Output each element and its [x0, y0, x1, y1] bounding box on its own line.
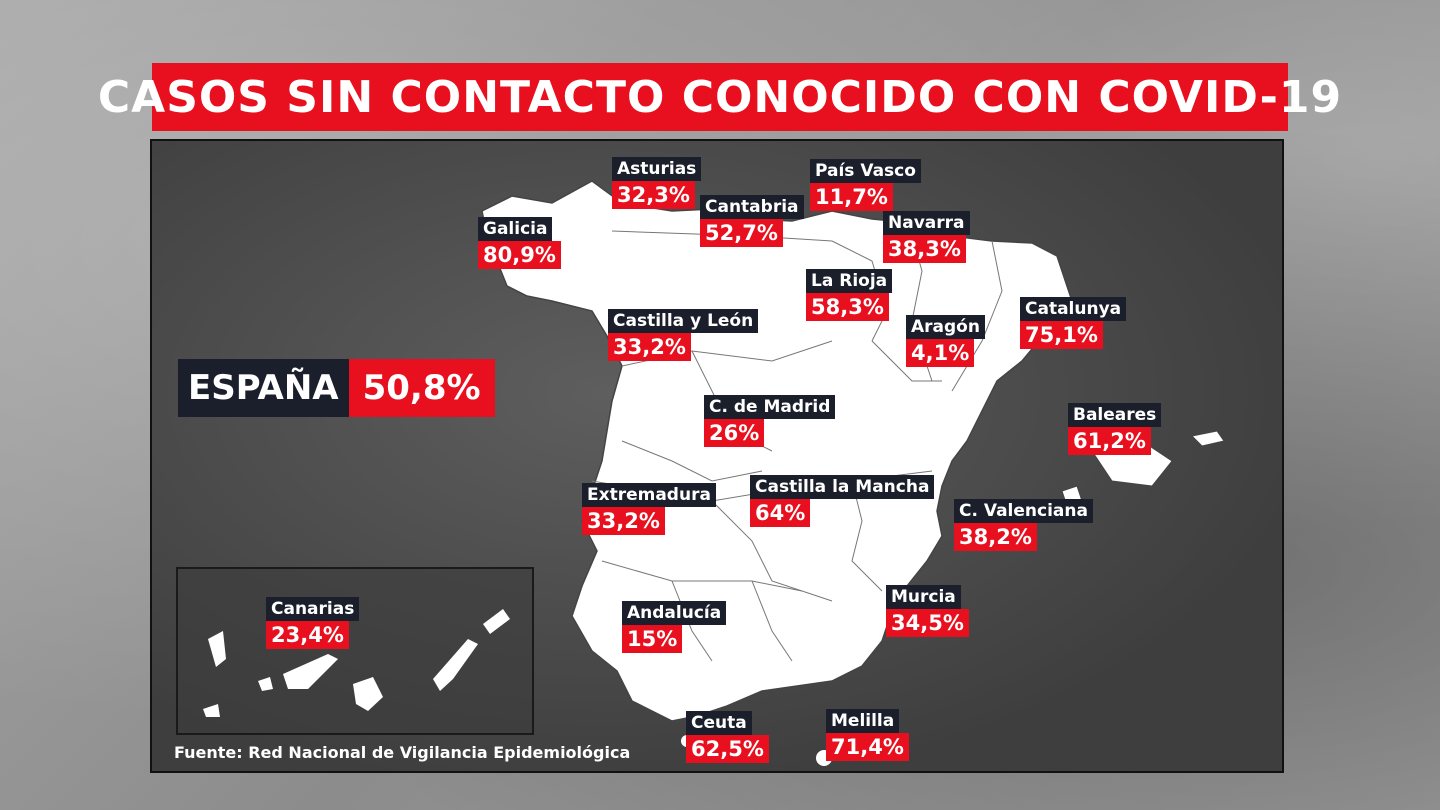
region-name: Andalucía [622, 601, 727, 625]
region-name: Castilla y León [608, 309, 759, 333]
canarias-map [203, 609, 510, 717]
region-value: 80,9% [478, 241, 561, 269]
label-ceuta: Ceuta 62,5% [686, 711, 769, 763]
label-aragon: Aragón 4,1% [906, 315, 985, 367]
lanzarote-shape [483, 609, 510, 634]
region-name: Navarra [883, 211, 970, 235]
region-value: 33,2% [608, 333, 691, 361]
region-value: 61,2% [1068, 427, 1151, 455]
region-name: Canarias [266, 597, 360, 621]
region-name: C. Valenciana [954, 499, 1093, 523]
region-value: 75,1% [1020, 321, 1103, 349]
la-palma-shape [208, 631, 226, 667]
region-value: 4,1% [906, 339, 975, 367]
region-name: País Vasco [810, 159, 921, 183]
region-value: 15% [622, 625, 683, 653]
region-name: Baleares [1068, 403, 1162, 427]
label-baleares: Baleares 61,2% [1068, 403, 1162, 455]
label-pais-vasco: País Vasco 11,7% [810, 159, 921, 211]
label-melilla: Melilla 71,4% [826, 709, 909, 761]
region-name: La Rioja [806, 269, 893, 293]
gran-canaria-shape [353, 677, 383, 711]
region-name: Extremadura [582, 483, 716, 507]
label-castilla-y-leon: Castilla y León 33,2% [608, 309, 759, 361]
region-value: 33,2% [582, 507, 665, 535]
fuerteventura-shape [433, 639, 478, 691]
canarias-inset [176, 567, 534, 735]
la-gomera-shape [258, 677, 273, 691]
region-value: 38,3% [883, 235, 966, 263]
page-title: CASOS SIN CONTACTO CONOCIDO CON COVID-19 [98, 63, 1341, 131]
label-extremadura: Extremadura 33,2% [582, 483, 716, 535]
label-la-rioja: La Rioja 58,3% [806, 269, 893, 321]
label-c-valenciana: C. Valenciana 38,2% [954, 499, 1093, 551]
label-catalunya: Catalunya 75,1% [1020, 297, 1127, 349]
spain-total-badge: ESPAÑA 50,8% [178, 359, 495, 417]
region-name: Aragón [906, 315, 985, 339]
region-value: 23,4% [266, 621, 349, 649]
region-value: 62,5% [686, 735, 769, 763]
label-canarias: Canarias 23,4% [266, 597, 360, 649]
spain-total-name: ESPAÑA [178, 359, 349, 417]
label-galicia: Galicia 80,9% [478, 217, 561, 269]
el-hierro-shape [203, 704, 220, 717]
map-panel: ESPAÑA 50,8% Asturias 32,3% País Vasco 1… [150, 139, 1284, 773]
peninsula-shape [481, 180, 1073, 722]
label-navarra: Navarra 38,3% [883, 211, 970, 263]
label-c-de-madrid: C. de Madrid 26% [704, 395, 836, 447]
region-name: Ceuta [686, 711, 752, 735]
region-value: 64% [750, 499, 811, 527]
region-value: 52,7% [700, 219, 783, 247]
region-name: Cantabria [700, 195, 804, 219]
region-value: 26% [704, 419, 765, 447]
region-name: Melilla [826, 709, 900, 733]
region-name: Galicia [478, 217, 553, 241]
spain-total-value: 50,8% [348, 359, 495, 417]
label-castilla-la-mancha: Castilla la Mancha 64% [750, 475, 935, 527]
source-note: Fuente: Red Nacional de Vigilancia Epide… [174, 743, 631, 762]
label-murcia: Murcia 34,5% [886, 585, 969, 637]
region-name: Castilla la Mancha [750, 475, 935, 499]
region-value: 11,7% [810, 183, 893, 211]
region-value: 32,3% [612, 181, 695, 209]
tenerife-shape [283, 654, 338, 689]
menorca-shape [1190, 430, 1225, 447]
region-name: C. de Madrid [704, 395, 836, 419]
region-name: Murcia [886, 585, 961, 609]
region-value: 34,5% [886, 609, 969, 637]
label-andalucia: Andalucía 15% [622, 601, 727, 653]
region-value: 38,2% [954, 523, 1037, 551]
region-value: 58,3% [806, 293, 889, 321]
region-name: Asturias [612, 157, 702, 181]
label-asturias: Asturias 32,3% [612, 157, 702, 209]
region-value: 71,4% [826, 733, 909, 761]
label-cantabria: Cantabria 52,7% [700, 195, 804, 247]
region-name: Catalunya [1020, 297, 1127, 321]
